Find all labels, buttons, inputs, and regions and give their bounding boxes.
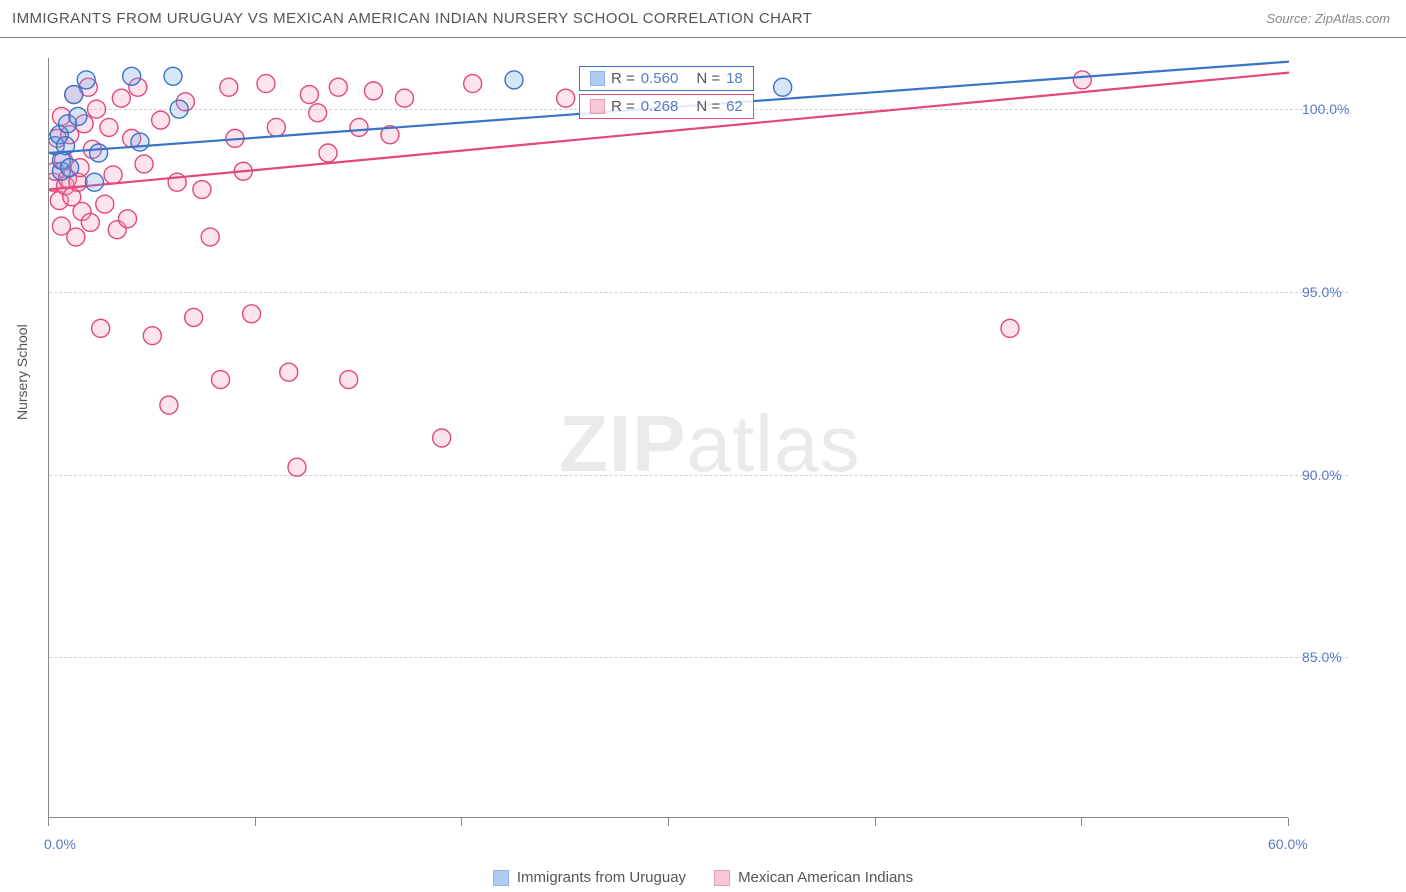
scatter-point bbox=[350, 118, 368, 136]
y-tick-label: 85.0% bbox=[1302, 649, 1342, 665]
x-tick-mark bbox=[461, 818, 462, 826]
legend: Immigrants from Uruguay Mexican American… bbox=[0, 869, 1406, 886]
scatter-point bbox=[319, 144, 337, 162]
scatter-point bbox=[100, 118, 118, 136]
legend-label: Mexican American Indians bbox=[738, 869, 913, 886]
y-tick-label: 95.0% bbox=[1302, 284, 1342, 300]
stats-r-label: R = bbox=[611, 70, 635, 87]
stats-n-value: 62 bbox=[726, 98, 743, 115]
scatter-point bbox=[185, 308, 203, 326]
scatter-point bbox=[201, 228, 219, 246]
x-tick-mark bbox=[255, 818, 256, 826]
scatter-point bbox=[288, 458, 306, 476]
chart-header: IMMIGRANTS FROM URUGUAY VS MEXICAN AMERI… bbox=[0, 0, 1406, 38]
x-tick-mark bbox=[875, 818, 876, 826]
scatter-point bbox=[135, 155, 153, 173]
watermark-zip: ZIP bbox=[559, 399, 686, 488]
scatter-point bbox=[143, 327, 161, 345]
scatter-point bbox=[309, 104, 327, 122]
scatter-point bbox=[90, 144, 108, 162]
scatter-point bbox=[395, 89, 413, 107]
scatter-point bbox=[119, 210, 137, 228]
stats-n-label: N = bbox=[696, 98, 720, 115]
scatter-point bbox=[85, 173, 103, 191]
scatter-point bbox=[61, 159, 79, 177]
watermark-atlas: atlas bbox=[686, 399, 860, 488]
chart-source: Source: ZipAtlas.com bbox=[1266, 11, 1390, 26]
stats-n-value: 18 bbox=[726, 70, 743, 87]
scatter-point bbox=[505, 71, 523, 89]
scatter-point bbox=[88, 100, 106, 118]
x-tick-mark bbox=[668, 818, 669, 826]
scatter-point bbox=[81, 213, 99, 231]
scatter-point bbox=[193, 181, 211, 199]
scatter-point bbox=[160, 396, 178, 414]
scatter-point bbox=[170, 100, 188, 118]
legend-swatch-icon bbox=[714, 870, 730, 886]
stats-box: R = 0.560 N = 18 bbox=[579, 66, 754, 91]
scatter-point bbox=[77, 71, 95, 89]
chart-title: IMMIGRANTS FROM URUGUAY VS MEXICAN AMERI… bbox=[12, 10, 812, 27]
scatter-point bbox=[212, 371, 230, 389]
stats-r-label: R = bbox=[611, 98, 635, 115]
scatter-point bbox=[69, 107, 87, 125]
scatter-point bbox=[340, 371, 358, 389]
stats-n-label: N = bbox=[696, 70, 720, 87]
scatter-point bbox=[300, 86, 318, 104]
scatter-point bbox=[104, 166, 122, 184]
x-tick-label: 60.0% bbox=[1268, 836, 1308, 852]
x-tick-mark bbox=[1081, 818, 1082, 826]
scatter-point bbox=[267, 118, 285, 136]
scatter-point bbox=[92, 319, 110, 337]
scatter-point bbox=[557, 89, 575, 107]
watermark: ZIPatlas bbox=[559, 398, 860, 490]
legend-label: Immigrants from Uruguay bbox=[517, 869, 686, 886]
y-tick-label: 100.0% bbox=[1302, 101, 1349, 117]
y-tick-label: 90.0% bbox=[1302, 467, 1342, 483]
x-tick-label: 0.0% bbox=[44, 836, 76, 852]
y-axis-label: Nursery School bbox=[14, 324, 30, 420]
scatter-point bbox=[67, 228, 85, 246]
scatter-point bbox=[220, 78, 238, 96]
scatter-point bbox=[65, 86, 83, 104]
legend-item-uruguay: Immigrants from Uruguay bbox=[493, 869, 686, 886]
stats-box: R = 0.268 N = 62 bbox=[579, 94, 754, 119]
scatter-point bbox=[1073, 71, 1091, 89]
scatter-point bbox=[364, 82, 382, 100]
legend-item-mexican: Mexican American Indians bbox=[714, 869, 913, 886]
x-tick-mark bbox=[48, 818, 49, 826]
scatter-point bbox=[152, 111, 170, 129]
legend-swatch-icon bbox=[493, 870, 509, 886]
scatter-point bbox=[164, 67, 182, 85]
scatter-point bbox=[257, 75, 275, 93]
scatter-point bbox=[280, 363, 298, 381]
stats-r-value: 0.268 bbox=[641, 98, 679, 115]
scatter-point bbox=[329, 78, 347, 96]
scatter-point bbox=[131, 133, 149, 151]
scatter-point bbox=[433, 429, 451, 447]
scatter-point bbox=[243, 305, 261, 323]
scatter-point bbox=[123, 67, 141, 85]
stats-swatch-icon bbox=[590, 71, 605, 86]
scatter-point bbox=[1001, 319, 1019, 337]
plot-area: ZIPatlas R = 0.560 N = 18 R = 0.268 N = 62 bbox=[48, 58, 1288, 818]
scatter-point bbox=[112, 89, 130, 107]
scatter-point bbox=[96, 195, 114, 213]
stats-swatch-icon bbox=[590, 99, 605, 114]
x-tick-mark bbox=[1288, 818, 1289, 826]
scatter-point bbox=[774, 78, 792, 96]
stats-r-value: 0.560 bbox=[641, 70, 679, 87]
scatter-point bbox=[464, 75, 482, 93]
